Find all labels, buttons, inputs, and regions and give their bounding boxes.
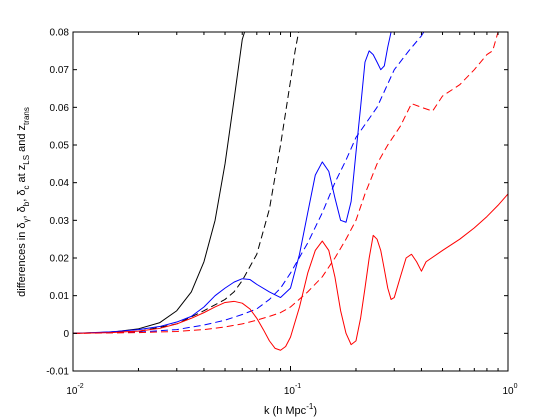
y-tick-label: 0.07 bbox=[50, 65, 70, 76]
x-axis-title: k (h Mpc-1) bbox=[264, 402, 317, 417]
y-axis-title-mid1: , δ bbox=[16, 206, 28, 218]
y-axis-title-sub1: γ bbox=[22, 218, 31, 222]
y-tick-label: 0 bbox=[63, 329, 69, 340]
x-tick-label: 10-2 bbox=[66, 383, 83, 397]
y-axis-title-sub2: b bbox=[22, 201, 31, 206]
series-line-3 bbox=[72, 31, 392, 334]
y-axis-title-mid3: at z bbox=[16, 165, 28, 186]
x-axis-title-main: k (h Mpc bbox=[264, 405, 307, 417]
series-line-6 bbox=[72, 31, 499, 334]
y-tick-label: 0.01 bbox=[50, 291, 70, 302]
y-axis-title-sub3: c bbox=[22, 186, 31, 190]
x-tick-label: 100 bbox=[502, 383, 517, 397]
y-axis-title: differences in δγ, δb, δc at zLS and ztr… bbox=[16, 107, 31, 297]
y-axis-title-sub5: trans bbox=[22, 107, 31, 125]
y-axis-title-mid4: and z bbox=[16, 125, 28, 155]
x-tick-label: 10-1 bbox=[284, 383, 301, 397]
x-axis-title-end: ) bbox=[313, 405, 317, 417]
y-tick-label: 0.04 bbox=[50, 178, 70, 189]
series-line-5 bbox=[72, 193, 509, 351]
y-tick-label: 0.03 bbox=[50, 216, 70, 227]
y-tick-label: 0.05 bbox=[50, 141, 70, 152]
y-tick-label: 0.06 bbox=[50, 103, 70, 114]
tick-layer: -0.01 0 0.01 0.02 0.03 0.04 0.05 0.06 0.07 0.08 10… bbox=[46, 28, 517, 398]
y-tick-label: 0.08 bbox=[50, 28, 70, 39]
y-axis-title-sub4: LS bbox=[22, 155, 31, 165]
x-axis-title-sup: -1 bbox=[306, 402, 314, 411]
series-line-4 bbox=[72, 31, 425, 334]
y-axis-title-mid2: , δ bbox=[16, 190, 28, 202]
y-tick-label: -0.01 bbox=[46, 367, 69, 378]
series-layer bbox=[72, 31, 509, 351]
plot-area bbox=[73, 32, 508, 371]
y-tick-label: 0.02 bbox=[50, 254, 70, 265]
y-axis-title-prefix: differences in δ bbox=[16, 222, 28, 296]
